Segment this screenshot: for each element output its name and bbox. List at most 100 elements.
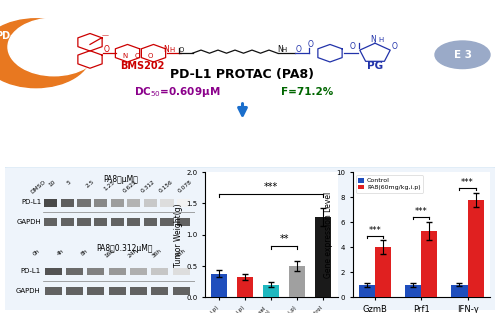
Text: PD-L1: PD-L1 — [0, 31, 27, 41]
Text: PA8（μM）: PA8（μM） — [104, 175, 138, 184]
Bar — [144, 218, 157, 226]
Bar — [78, 218, 90, 226]
Bar — [127, 199, 140, 207]
Bar — [144, 199, 157, 207]
Text: ***: *** — [415, 207, 428, 216]
Bar — [61, 199, 74, 207]
Bar — [173, 287, 190, 295]
Text: 2.5: 2.5 — [85, 179, 95, 189]
Text: H: H — [378, 37, 384, 43]
Text: O: O — [392, 42, 398, 50]
Bar — [66, 268, 83, 275]
Text: 48h: 48h — [175, 248, 186, 259]
Text: H: H — [170, 47, 175, 53]
Text: O: O — [350, 42, 356, 50]
Text: N: N — [122, 53, 128, 59]
Text: O: O — [148, 53, 153, 59]
Bar — [160, 199, 173, 207]
Text: DC$_{50}$=0.609μM: DC$_{50}$=0.609μM — [134, 85, 220, 100]
Text: 16h: 16h — [104, 248, 116, 259]
Bar — [94, 218, 107, 226]
Bar — [375, 247, 391, 297]
Text: ***: *** — [461, 178, 474, 187]
Text: 1.25: 1.25 — [103, 179, 117, 192]
Bar — [405, 285, 421, 297]
Bar — [108, 268, 126, 275]
Bar — [152, 287, 168, 295]
Text: PD-L1: PD-L1 — [21, 199, 41, 205]
Text: 10: 10 — [48, 179, 57, 188]
Text: 0.156: 0.156 — [158, 179, 174, 194]
Bar — [110, 199, 124, 207]
Bar — [177, 218, 190, 226]
Bar — [468, 200, 484, 297]
Bar — [44, 287, 62, 295]
Text: 5: 5 — [66, 179, 72, 186]
Bar — [173, 268, 190, 275]
Text: **: ** — [280, 234, 289, 244]
Bar — [211, 274, 227, 297]
Bar — [44, 199, 58, 207]
Text: 36h: 36h — [151, 248, 163, 259]
Text: —: — — [102, 33, 109, 38]
Text: N: N — [164, 45, 169, 54]
Text: PA8（0.312μM）: PA8（0.312μM） — [96, 244, 153, 253]
Text: H: H — [281, 47, 286, 53]
Bar — [421, 231, 438, 297]
Text: O: O — [308, 40, 314, 49]
Bar — [88, 287, 104, 295]
Text: ***: *** — [264, 182, 278, 192]
Y-axis label: Gene expression Level: Gene expression Level — [324, 192, 333, 278]
Bar — [152, 268, 168, 275]
Bar — [88, 268, 104, 275]
Text: E 3: E 3 — [454, 50, 471, 60]
Bar — [66, 287, 83, 295]
Text: 0.625: 0.625 — [122, 179, 138, 194]
Text: 0.312: 0.312 — [140, 179, 156, 194]
Bar — [130, 268, 147, 275]
Text: PG: PG — [367, 61, 383, 71]
FancyBboxPatch shape — [0, 166, 500, 311]
Bar — [359, 285, 375, 297]
Text: N: N — [278, 45, 283, 54]
Bar — [61, 218, 74, 226]
Text: N: N — [370, 35, 376, 44]
Bar — [177, 199, 190, 207]
Y-axis label: Tumor Weight(g): Tumor Weight(g) — [174, 203, 184, 267]
Bar — [316, 217, 332, 297]
Text: GAPDH: GAPDH — [16, 219, 41, 225]
Bar — [452, 285, 468, 297]
Bar — [127, 218, 140, 226]
Bar — [289, 266, 306, 297]
Text: O: O — [296, 45, 302, 54]
Bar — [110, 218, 124, 226]
Bar — [160, 218, 173, 226]
Text: O: O — [104, 45, 110, 54]
Text: ***: *** — [368, 226, 382, 235]
Bar — [130, 287, 147, 295]
Text: 24h: 24h — [128, 248, 139, 259]
Bar — [108, 287, 126, 295]
Circle shape — [0, 19, 91, 88]
Bar — [94, 199, 107, 207]
Bar — [78, 199, 90, 207]
Text: 8h: 8h — [80, 248, 89, 257]
Text: F=71.2%: F=71.2% — [282, 87, 334, 97]
Text: DMSO: DMSO — [30, 179, 46, 195]
Text: PD-L1 PROTAC (PA8): PD-L1 PROTAC (PA8) — [170, 68, 314, 81]
Bar — [263, 285, 280, 297]
Text: 4h: 4h — [56, 248, 65, 257]
Bar — [44, 268, 62, 275]
Text: 0h: 0h — [32, 248, 42, 257]
Text: O: O — [135, 53, 140, 59]
Text: O: O — [178, 47, 184, 53]
Text: BMS202: BMS202 — [120, 61, 164, 71]
Ellipse shape — [435, 41, 490, 69]
Bar — [44, 218, 58, 226]
Text: PD-L1: PD-L1 — [20, 268, 41, 274]
Text: GAPDH: GAPDH — [16, 288, 41, 294]
Circle shape — [8, 18, 100, 76]
Legend: Control, PA8(60mg/kg,i.p): Control, PA8(60mg/kg,i.p) — [356, 175, 423, 192]
Text: 0.078: 0.078 — [176, 179, 193, 194]
Bar — [237, 277, 254, 297]
